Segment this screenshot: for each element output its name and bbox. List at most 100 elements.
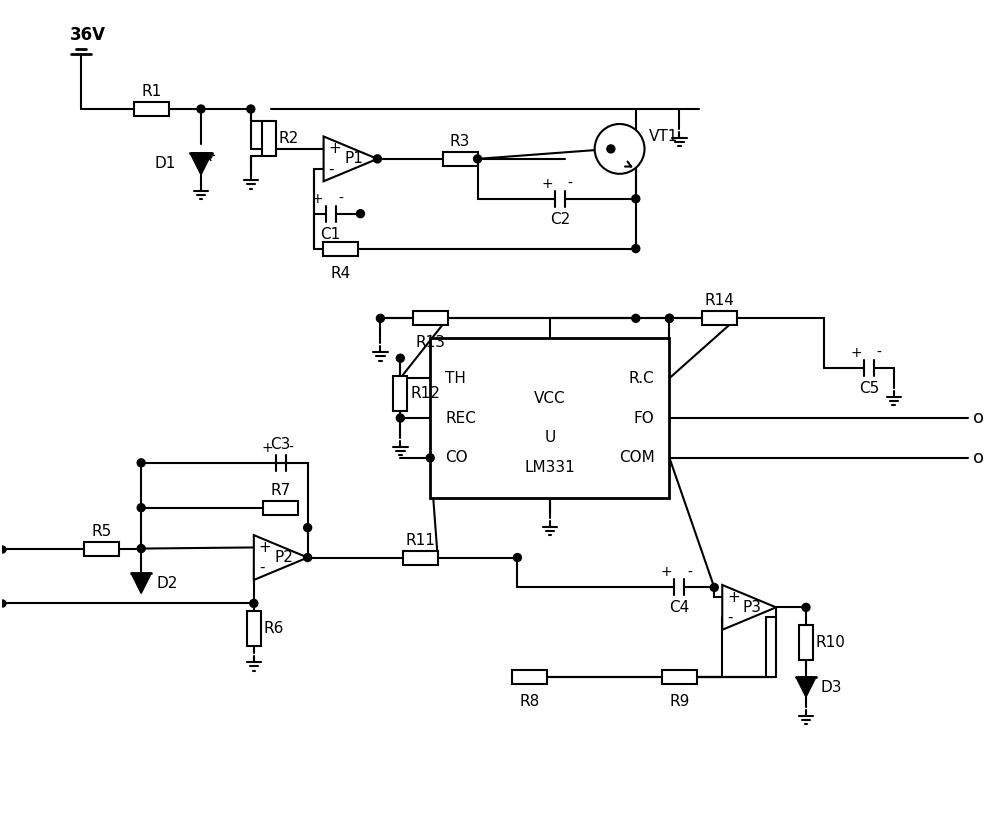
Text: R11: R11: [405, 533, 435, 547]
FancyBboxPatch shape: [263, 501, 298, 515]
Circle shape: [474, 155, 482, 163]
Text: VT1: VT1: [649, 129, 678, 144]
FancyBboxPatch shape: [84, 541, 119, 556]
Text: o: o: [973, 449, 984, 467]
FancyBboxPatch shape: [403, 551, 438, 565]
Circle shape: [632, 314, 640, 323]
Polygon shape: [131, 573, 151, 593]
FancyBboxPatch shape: [512, 670, 547, 684]
Text: C2: C2: [550, 212, 570, 227]
Text: P3: P3: [743, 600, 762, 615]
Circle shape: [137, 459, 145, 467]
FancyBboxPatch shape: [430, 339, 669, 498]
Text: -: -: [567, 177, 572, 191]
Text: -: -: [687, 566, 692, 579]
Text: C5: C5: [859, 381, 879, 396]
FancyBboxPatch shape: [262, 122, 276, 157]
Text: +: +: [329, 142, 341, 156]
Text: COM: COM: [619, 450, 654, 465]
Text: CO: CO: [445, 450, 468, 465]
Text: R3: R3: [450, 134, 470, 149]
Text: C1: C1: [320, 226, 341, 241]
Text: R10: R10: [816, 634, 846, 649]
Circle shape: [513, 554, 521, 561]
FancyBboxPatch shape: [702, 312, 737, 325]
Circle shape: [665, 314, 673, 323]
Circle shape: [247, 105, 255, 113]
Text: R9: R9: [669, 694, 690, 709]
Text: 36V: 36V: [69, 26, 105, 44]
Text: R.C: R.C: [629, 370, 654, 385]
Text: C3: C3: [271, 437, 291, 452]
FancyBboxPatch shape: [799, 625, 813, 660]
Text: +: +: [727, 590, 740, 605]
Text: REC: REC: [445, 411, 476, 426]
Circle shape: [137, 545, 145, 552]
Text: +: +: [312, 192, 323, 205]
Text: VCC: VCC: [534, 391, 566, 406]
Text: R6: R6: [264, 621, 284, 636]
Circle shape: [802, 603, 810, 612]
Text: U: U: [544, 431, 555, 446]
Circle shape: [304, 554, 312, 561]
Polygon shape: [722, 585, 776, 630]
Text: R5: R5: [91, 524, 111, 539]
Text: R14: R14: [704, 293, 734, 308]
Text: R2: R2: [279, 132, 299, 147]
Text: D2: D2: [156, 576, 178, 591]
Text: FO: FO: [634, 411, 654, 426]
FancyBboxPatch shape: [443, 152, 478, 166]
Text: D3: D3: [821, 680, 842, 695]
FancyBboxPatch shape: [323, 241, 358, 256]
Circle shape: [250, 599, 258, 608]
Polygon shape: [254, 535, 308, 580]
Circle shape: [137, 504, 145, 512]
Text: -: -: [329, 162, 334, 177]
Text: -: -: [876, 346, 881, 360]
Circle shape: [710, 583, 718, 592]
FancyBboxPatch shape: [662, 670, 697, 684]
Circle shape: [632, 245, 640, 252]
Circle shape: [197, 105, 205, 113]
Circle shape: [632, 194, 640, 203]
Circle shape: [396, 354, 404, 362]
Text: -: -: [259, 560, 264, 575]
Text: +: +: [541, 177, 553, 191]
Text: +: +: [661, 566, 672, 579]
Circle shape: [426, 454, 434, 462]
Text: TH: TH: [445, 370, 466, 385]
Circle shape: [607, 145, 615, 153]
Text: +: +: [850, 346, 862, 360]
Text: R4: R4: [330, 266, 351, 281]
FancyBboxPatch shape: [134, 102, 169, 116]
Text: +: +: [262, 441, 274, 455]
Text: R1: R1: [141, 84, 161, 99]
Circle shape: [373, 155, 381, 163]
Text: -: -: [338, 192, 343, 205]
Circle shape: [665, 314, 673, 323]
Circle shape: [304, 524, 312, 531]
FancyBboxPatch shape: [413, 312, 448, 325]
FancyBboxPatch shape: [247, 611, 261, 646]
Text: R8: R8: [520, 694, 540, 709]
Polygon shape: [190, 153, 212, 175]
Circle shape: [595, 124, 645, 173]
Text: o: o: [973, 409, 984, 427]
FancyBboxPatch shape: [393, 375, 407, 411]
Text: R12: R12: [410, 385, 440, 401]
Text: D1: D1: [155, 157, 176, 171]
Text: -: -: [727, 610, 733, 625]
Text: R13: R13: [415, 335, 445, 350]
Polygon shape: [324, 137, 377, 181]
Text: LM331: LM331: [524, 460, 575, 475]
Text: P2: P2: [274, 550, 293, 565]
Circle shape: [396, 414, 404, 422]
Text: P1: P1: [344, 152, 363, 167]
Circle shape: [356, 210, 364, 218]
Polygon shape: [796, 677, 816, 697]
Circle shape: [376, 314, 384, 323]
Text: C4: C4: [669, 600, 690, 615]
Text: R7: R7: [271, 483, 291, 498]
Text: -: -: [288, 441, 293, 455]
Text: +: +: [259, 540, 272, 555]
